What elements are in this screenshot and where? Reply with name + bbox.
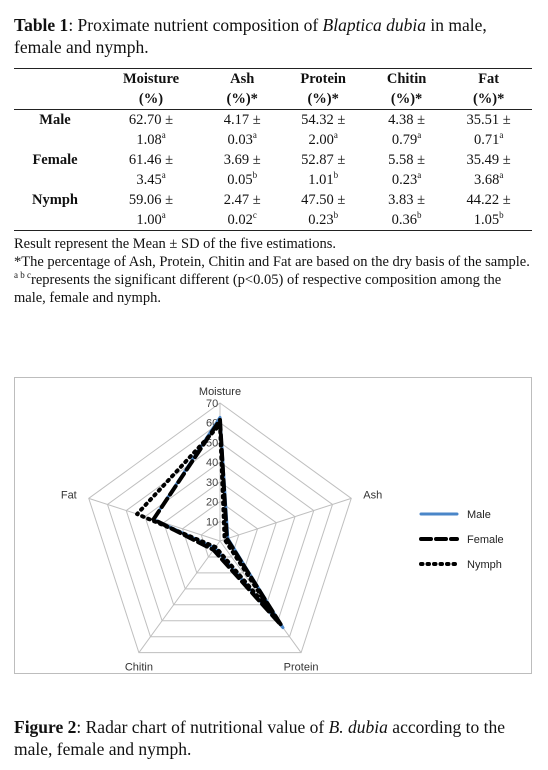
table-label: Table 1 bbox=[14, 15, 69, 35]
figure-caption: Figure 2: Radar chart of nutritional val… bbox=[14, 716, 532, 760]
header-corner bbox=[14, 68, 96, 89]
grid-ring bbox=[144, 461, 296, 606]
table-cell: 35.49 ± bbox=[466, 152, 511, 168]
table-cell: 59.06 ± bbox=[128, 192, 174, 208]
axis-label: Ash bbox=[363, 489, 382, 501]
tick-label: 70 bbox=[206, 398, 218, 410]
header-fat-unit: (%)* bbox=[445, 89, 532, 110]
table-cell: 3.45a bbox=[136, 170, 166, 188]
tick-label: 40 bbox=[206, 457, 218, 469]
row-label-blank bbox=[14, 130, 96, 150]
table-cell: 47.50 ± bbox=[301, 192, 346, 208]
note-dry-basis: *The percentage of Ash, Protein, Chitin … bbox=[14, 254, 530, 270]
table-cell: 1.08a bbox=[136, 130, 166, 148]
row-label-blank bbox=[14, 210, 96, 231]
row-label-female: Female bbox=[32, 152, 78, 168]
tick-label: 10 bbox=[206, 516, 218, 528]
tick-label: 50 bbox=[206, 437, 218, 449]
table-cell: 3.68a bbox=[473, 170, 504, 188]
table-notes: Result represent the Mean ± SD of the fi… bbox=[14, 235, 532, 307]
table-cell: 0.36b bbox=[367, 210, 446, 231]
grid-ring bbox=[106, 422, 334, 638]
table-cell: 0.05b bbox=[227, 170, 258, 188]
axis-label: Moisture bbox=[199, 386, 241, 398]
table-caption-text: : Proximate nutrient composition of bbox=[68, 15, 323, 35]
header-protein: Protein bbox=[278, 68, 368, 89]
note-mean-sd: Result represent the Mean ± SD of the fi… bbox=[14, 236, 337, 252]
grid-ring bbox=[181, 500, 259, 574]
grid-ring bbox=[163, 481, 277, 590]
figure-caption-text: : Radar chart of nutritional value of bbox=[76, 717, 329, 737]
table-caption-species: Blaptica dubia bbox=[322, 15, 427, 35]
header-chitin: Chitin bbox=[367, 68, 446, 89]
header-chitin-unit: (%)* bbox=[367, 89, 446, 110]
axis-label: Chitin bbox=[125, 662, 153, 674]
table-cell: 44.22 ± bbox=[466, 192, 511, 208]
table-caption: Table 1: Proximate nutrient composition … bbox=[14, 14, 532, 58]
table-row-male-mean: Male 62.70 ± 4.17 ± 54.32 ± 4.38 ± 35.51… bbox=[14, 110, 532, 131]
table-cell: 5.58 ± bbox=[388, 152, 426, 168]
table-cell: 1.01b bbox=[308, 170, 339, 188]
table-cell: 3.83 ± bbox=[388, 192, 426, 208]
table-cell: 0.23b bbox=[278, 210, 368, 231]
legend-label-male: Male bbox=[467, 509, 491, 521]
note-significance: a b crepresents the significant differen… bbox=[14, 270, 502, 306]
table-cell: 62.70 ± bbox=[128, 112, 174, 128]
table-cell: 2.00a bbox=[308, 130, 338, 148]
series-female-line bbox=[151, 417, 284, 628]
table-cell: 0.23a bbox=[391, 170, 422, 188]
row-label-male: Male bbox=[39, 112, 71, 128]
proximate-composition-table: Moisture Ash Protein Chitin Fat (%) (%)*… bbox=[14, 68, 532, 231]
row-label-blank bbox=[14, 170, 96, 190]
table-header-row-1: Moisture Ash Protein Chitin Fat bbox=[14, 68, 532, 89]
figure-label: Figure 2 bbox=[14, 717, 77, 737]
header-ash-unit: (%)* bbox=[206, 89, 279, 110]
series-nymph-line bbox=[135, 422, 278, 619]
table-cell: 2.47 ± bbox=[223, 192, 261, 208]
table-caption-end: in male, female and nymph. bbox=[14, 15, 487, 57]
axis-spoke bbox=[138, 540, 221, 653]
figure-caption-species: B. dubia bbox=[328, 717, 388, 737]
figure-caption-end: according to the male, female and nymph. bbox=[14, 717, 506, 759]
radar-chart-svg: 10203040506070MoistureAshProteinChitinFa… bbox=[61, 386, 504, 674]
table-cell: 0.71a bbox=[473, 130, 504, 148]
table-cell: 0.02c bbox=[206, 210, 279, 231]
axis-label: Protein bbox=[284, 662, 319, 674]
header-ash: Ash bbox=[206, 68, 279, 89]
header-fat: Fat bbox=[445, 68, 532, 89]
table-cell: 61.46 ± bbox=[128, 152, 174, 168]
table-cell: 52.87 ± bbox=[301, 152, 346, 168]
table-header-row-2: (%) (%)* (%)* (%)* (%)* bbox=[14, 89, 532, 110]
table-cell: 54.32 ± bbox=[301, 112, 346, 128]
tick-label: 30 bbox=[206, 477, 218, 489]
header-protein-unit: (%)* bbox=[278, 89, 368, 110]
header-moisture: Moisture bbox=[96, 68, 206, 89]
tick-label: 20 bbox=[206, 497, 218, 509]
table-row-nymph-sd: 1.00a 0.02c 0.23b 0.36b 1.05b bbox=[14, 210, 532, 231]
table-cell: 1.05b bbox=[445, 210, 532, 231]
table-cell: 4.17 ± bbox=[223, 112, 261, 128]
table-row-female-mean: Female 61.46 ± 3.69 ± 52.87 ± 5.58 ± 35.… bbox=[14, 150, 532, 170]
table-cell: 4.38 ± bbox=[388, 112, 426, 128]
row-label-nymph: Nymph bbox=[32, 192, 78, 208]
table-cell: 0.79a bbox=[391, 130, 422, 148]
grid-ring bbox=[125, 441, 315, 622]
legend-label-nymph: Nymph bbox=[467, 559, 502, 571]
axis-label: Fat bbox=[61, 489, 77, 501]
table-cell: 1.00a bbox=[96, 210, 206, 231]
table-row-female-sd: 3.45a 0.05b 1.01b 0.23a 3.68a bbox=[14, 170, 532, 190]
axis-spoke bbox=[219, 497, 352, 542]
table-row-nymph-mean: Nymph 59.06 ± 2.47 ± 47.50 ± 3.83 ± 44.2… bbox=[14, 190, 532, 210]
table-cell: 3.69 ± bbox=[223, 152, 261, 168]
table-cell: 0.03a bbox=[227, 130, 257, 148]
radar-chart: 10 20 30 40 50 60 70 Moisture Ash Protein Chitin Fa… bbox=[14, 377, 532, 674]
note-significance-sup: a b c bbox=[14, 270, 31, 281]
header-moisture-unit: (%) bbox=[96, 89, 206, 110]
grid-ring bbox=[88, 402, 352, 654]
legend-label-female: Female bbox=[467, 534, 504, 546]
header-corner-2 bbox=[14, 89, 96, 110]
table-cell: 35.51 ± bbox=[466, 112, 511, 128]
table-row-male-sd: 1.08a 0.03a 2.00a 0.79a 0.71a bbox=[14, 130, 532, 150]
